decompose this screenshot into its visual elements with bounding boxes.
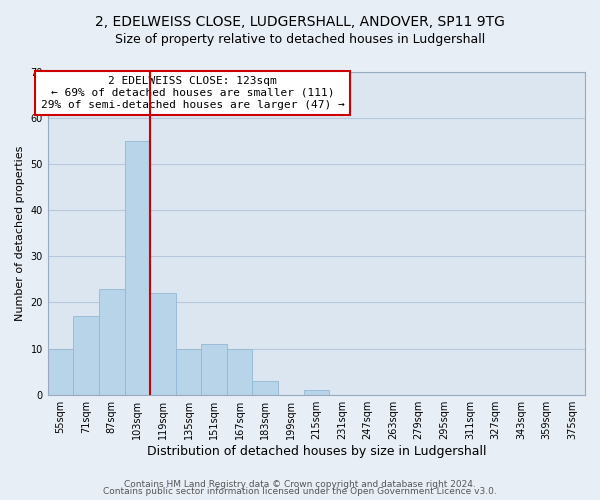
Bar <box>125 141 150 395</box>
Text: 2, EDELWEISS CLOSE, LUDGERSHALL, ANDOVER, SP11 9TG: 2, EDELWEISS CLOSE, LUDGERSHALL, ANDOVER… <box>95 15 505 29</box>
Y-axis label: Number of detached properties: Number of detached properties <box>15 146 25 321</box>
Bar <box>150 293 176 394</box>
Bar <box>304 390 329 394</box>
Bar <box>73 316 99 394</box>
Text: Size of property relative to detached houses in Ludgershall: Size of property relative to detached ho… <box>115 32 485 46</box>
Text: Contains HM Land Registry data © Crown copyright and database right 2024.: Contains HM Land Registry data © Crown c… <box>124 480 476 489</box>
Text: Contains public sector information licensed under the Open Government Licence v3: Contains public sector information licen… <box>103 488 497 496</box>
Bar <box>253 381 278 394</box>
Bar <box>48 348 73 395</box>
X-axis label: Distribution of detached houses by size in Ludgershall: Distribution of detached houses by size … <box>146 444 486 458</box>
Bar <box>99 288 125 395</box>
Bar <box>227 348 253 395</box>
Bar <box>201 344 227 395</box>
Bar <box>176 348 201 395</box>
Text: 2 EDELWEISS CLOSE: 123sqm
← 69% of detached houses are smaller (111)
29% of semi: 2 EDELWEISS CLOSE: 123sqm ← 69% of detac… <box>41 76 345 110</box>
